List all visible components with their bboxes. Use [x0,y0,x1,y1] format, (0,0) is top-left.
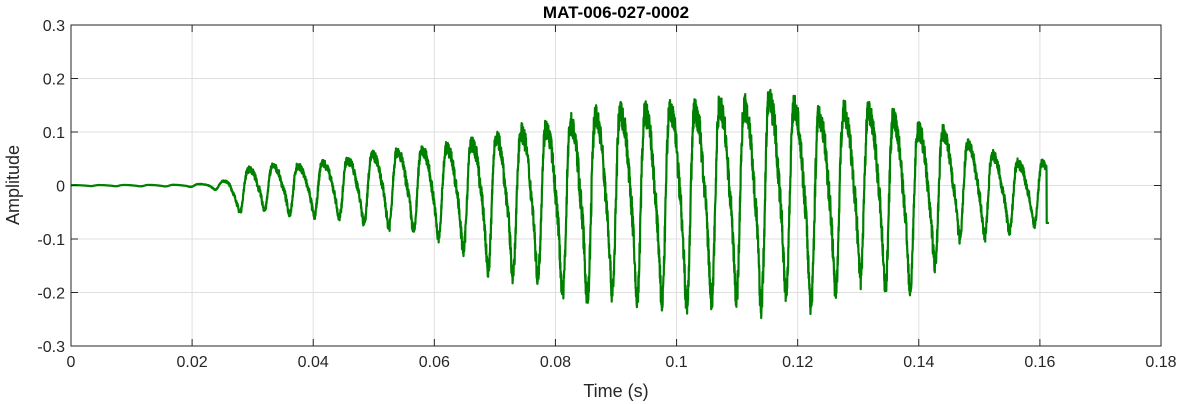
chart-title: MAT-006-027-0002 [543,3,689,22]
y-tick-label: 0 [56,179,65,196]
y-tick-label: 0.2 [43,72,65,89]
x-tick-label: 0.18 [1145,354,1176,371]
x-tick-label: 0.06 [419,354,450,371]
data-layer [70,88,1050,320]
waveform-series-line [70,88,1050,320]
x-tick-label: 0.12 [782,354,813,371]
y-tick-label: -0.2 [37,286,65,303]
x-tick-label: 0.02 [177,354,208,371]
y-tick-label: 0.1 [43,125,65,142]
x-tick-label: 0.08 [540,354,571,371]
y-tick-label: -0.3 [37,339,65,356]
y-tick-label: 0.3 [43,18,65,35]
x-tick-label: 0.14 [903,354,934,371]
x-axis-title: Time (s) [583,381,648,401]
y-axis-title: Amplitude [3,145,23,225]
x-tick-label: 0.16 [1024,354,1055,371]
x-tick-label: 0.04 [298,354,329,371]
axis-ticks: 0 0.02 0.04 0.06 0.08 0.1 0.12 0.14 0.16 0.18 -0.3… [37,18,1176,371]
y-tick-label: -0.1 [37,232,65,249]
x-tick-label: 0.1 [665,354,687,371]
x-tick-label: 0 [67,354,76,371]
